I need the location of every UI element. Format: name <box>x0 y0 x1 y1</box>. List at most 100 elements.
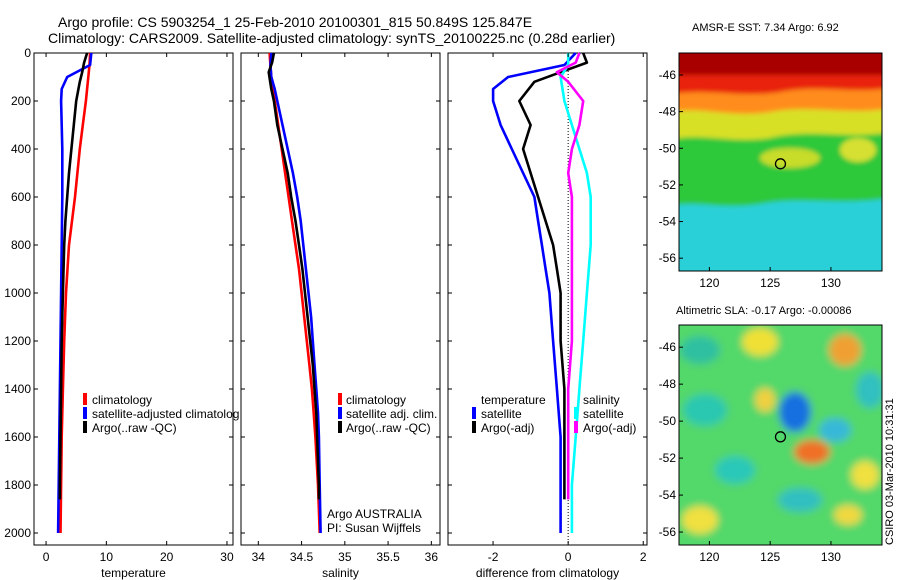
series-line-satellite-adj-clim <box>269 52 322 534</box>
x-tick-label: 2 <box>640 550 647 564</box>
map-y-tick-label: -46 <box>659 340 677 354</box>
sla-feature-4 <box>856 372 882 408</box>
sst-field-warm-eddy-east <box>840 138 876 162</box>
legend-swatch-climatology <box>83 393 87 405</box>
map-y-tick-label: -56 <box>659 251 677 265</box>
map-x-tick-label: 130 <box>821 276 841 290</box>
sst-heatmap <box>679 53 882 271</box>
y-tick-label: 1000 <box>4 286 31 300</box>
sla-feature-14 <box>834 505 862 525</box>
legend-label-sal-argo: Argo(-adj) <box>583 421 636 435</box>
y-tick-label: 1400 <box>4 382 31 396</box>
sla-feature-2 <box>742 328 778 356</box>
series-line-temperature-satellite <box>491 52 577 533</box>
map-x-tick-label: 130 <box>821 550 841 564</box>
sst-map-axes: 120 125 130 -46 -48 -50 -52 -54 -56 <box>659 68 842 290</box>
sla-heatmap <box>679 325 882 545</box>
x-tick-label: -2 <box>488 550 499 564</box>
y-tick-label: 600 <box>11 190 31 204</box>
legend-swatch-satellite-adjusted <box>83 407 87 419</box>
map-y-tick-label: -46 <box>659 68 677 82</box>
argo-profile-location-marker <box>774 431 787 443</box>
legend-label-climatology: climatology <box>346 393 406 407</box>
map-x-tick-label: 120 <box>699 276 719 290</box>
map-y-tick-label: -48 <box>659 105 677 119</box>
y-tick-label: 400 <box>11 142 31 156</box>
x-tick-label: 34.5 <box>290 550 314 564</box>
x-tick-label: 35.5 <box>376 550 400 564</box>
map-y-tick-label: -52 <box>659 451 677 465</box>
figure-title-line2: Climatology: CARS2009. Satellite-adjuste… <box>48 30 615 46</box>
x-axis-label: temperature <box>101 566 166 580</box>
sla-feature-10 <box>715 456 755 484</box>
sla-feature-5 <box>683 394 727 426</box>
legend-header-temperature: temperature <box>481 393 546 407</box>
sla-feature-8 <box>819 418 851 442</box>
sla-feature-6 <box>779 392 811 432</box>
series-line-salinity-argo-adj <box>555 52 585 500</box>
salinity-legend: climatology satellite adj. clim. Argo(..… <box>338 393 437 435</box>
sst-map-frame <box>678 52 883 272</box>
legend-swatch-sal-satellite <box>574 407 578 419</box>
difference-chart: -2 0 2 difference from climatology <box>448 52 647 580</box>
temperature-chart: 0 10 20 30 0 200 400 600 800 1000 1200 1400 1600 1800… <box>4 46 234 580</box>
y-tick-label: 0 <box>24 46 31 60</box>
temperature-plot-frame <box>33 52 234 546</box>
sla-map-frame <box>678 324 883 546</box>
sla-feature-7 <box>755 388 775 412</box>
legend-label-satellite-adjusted: satellite-adjusted climatolog <box>92 407 239 421</box>
sla-feature-13 <box>682 506 718 534</box>
legend-label-argo: Argo(..raw -QC) <box>346 421 431 435</box>
y-tick-label: 800 <box>11 238 31 252</box>
legend-swatch-temp-argo <box>472 421 476 433</box>
sla-feature-3 <box>829 334 861 366</box>
argo-pi-annotation: PI: Susan Wijffels <box>327 521 421 535</box>
series-line-temperature-argo-adj <box>517 52 589 500</box>
y-tick-label: 1800 <box>4 478 31 492</box>
x-axis-label: difference from climatology <box>476 566 619 580</box>
y-tick-label: 1200 <box>4 334 31 348</box>
legend-label-sal-satellite: satellite <box>583 407 624 421</box>
sla-feature-12 <box>778 488 822 512</box>
map-y-tick-label: -50 <box>659 141 677 155</box>
map-y-tick-label: -56 <box>659 525 677 539</box>
series-line-argo-raw-qc <box>267 52 321 500</box>
sla-feature-11 <box>851 461 879 489</box>
sla-map-title: Altimetric SLA: -0.17 Argo: -0.00086 <box>676 305 851 317</box>
x-tick-label: 0 <box>565 550 572 564</box>
legend-swatch-sal-argo <box>574 421 578 433</box>
x-tick-label: 36 <box>425 550 439 564</box>
map-y-tick-label: -54 <box>659 215 677 229</box>
temperature-legend: climatology satellite-adjusted climatolo… <box>83 393 239 435</box>
map-y-tick-label: -48 <box>659 377 677 391</box>
legend-label-temp-argo: Argo(-adj) <box>481 421 534 435</box>
sla-feature-1 <box>680 336 720 364</box>
legend-label-climatology: climatology <box>92 393 152 407</box>
y-tick-label: 200 <box>11 94 31 108</box>
figure-title-line1: Argo profile: CS 5903254_1 25-Feb-2010 2… <box>58 14 532 30</box>
map-y-tick-label: -50 <box>659 414 677 428</box>
legend-label-satellite-adj: satellite adj. clim. <box>346 407 437 421</box>
legend-swatch-argo <box>338 421 342 433</box>
x-axis-label: salinity <box>322 566 359 580</box>
sst-field-darkred-top <box>679 53 882 75</box>
legend-label-temp-satellite: satellite <box>481 407 522 421</box>
sst-field-warm-eddy <box>760 148 820 168</box>
y-tick-label: 2000 <box>4 526 31 540</box>
legend-header-salinity: salinity <box>583 393 620 407</box>
difference-legend: temperature salinity satellite Argo(-adj… <box>472 393 636 435</box>
map-x-tick-label: 120 <box>699 550 719 564</box>
csiro-timestamp: CSIRO 03-Mar-2010 10:31:31 <box>884 398 896 545</box>
legend-swatch-climatology <box>338 393 342 405</box>
argo-country-annotation: Argo AUSTRALIA <box>327 507 422 521</box>
sla-map-axes: 120 125 130 -46 -48 -50 -52 -54 -56 <box>659 340 842 564</box>
difference-plot-frame <box>447 52 648 546</box>
x-tick-label: 20 <box>160 550 174 564</box>
x-tick-label: 35 <box>338 550 352 564</box>
salinity-chart: 34 34.5 35 35.5 36 salinity <box>241 52 440 580</box>
map-x-tick-label: 125 <box>760 276 780 290</box>
x-tick-label: 10 <box>100 550 114 564</box>
legend-label-argo: Argo(..raw -QC) <box>92 421 177 435</box>
series-line-argo-raw-qc <box>58 52 89 500</box>
